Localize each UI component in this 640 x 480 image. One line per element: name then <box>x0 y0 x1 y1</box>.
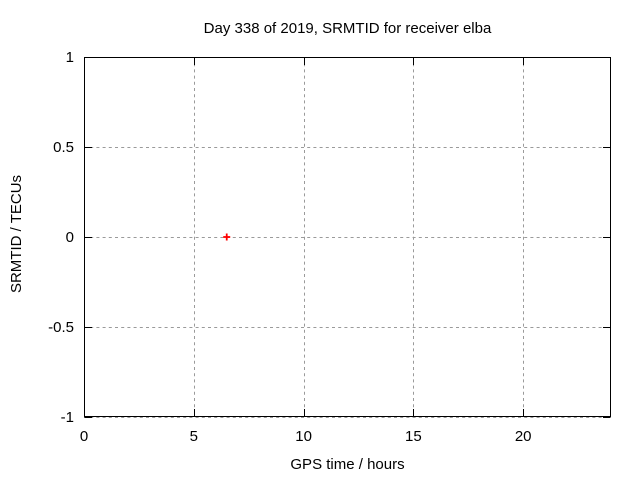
chart-title: Day 338 of 2019, SRMTID for receiver elb… <box>203 20 492 37</box>
x-tick-label: 10 <box>295 428 312 445</box>
x-tick-label: 5 <box>190 428 198 445</box>
y-tick-label: 1 <box>66 49 74 66</box>
y-tick-label: 0.5 <box>53 139 74 156</box>
x-tick-label: 20 <box>515 428 532 445</box>
x-tick-label: 0 <box>80 428 88 445</box>
y-tick-label: -0.5 <box>48 319 74 336</box>
x-tick-label: 15 <box>405 428 422 445</box>
x-axis-label: GPS time / hours <box>290 456 405 473</box>
y-tick-label: 0 <box>66 229 74 246</box>
y-tick-label: -1 <box>61 409 74 426</box>
